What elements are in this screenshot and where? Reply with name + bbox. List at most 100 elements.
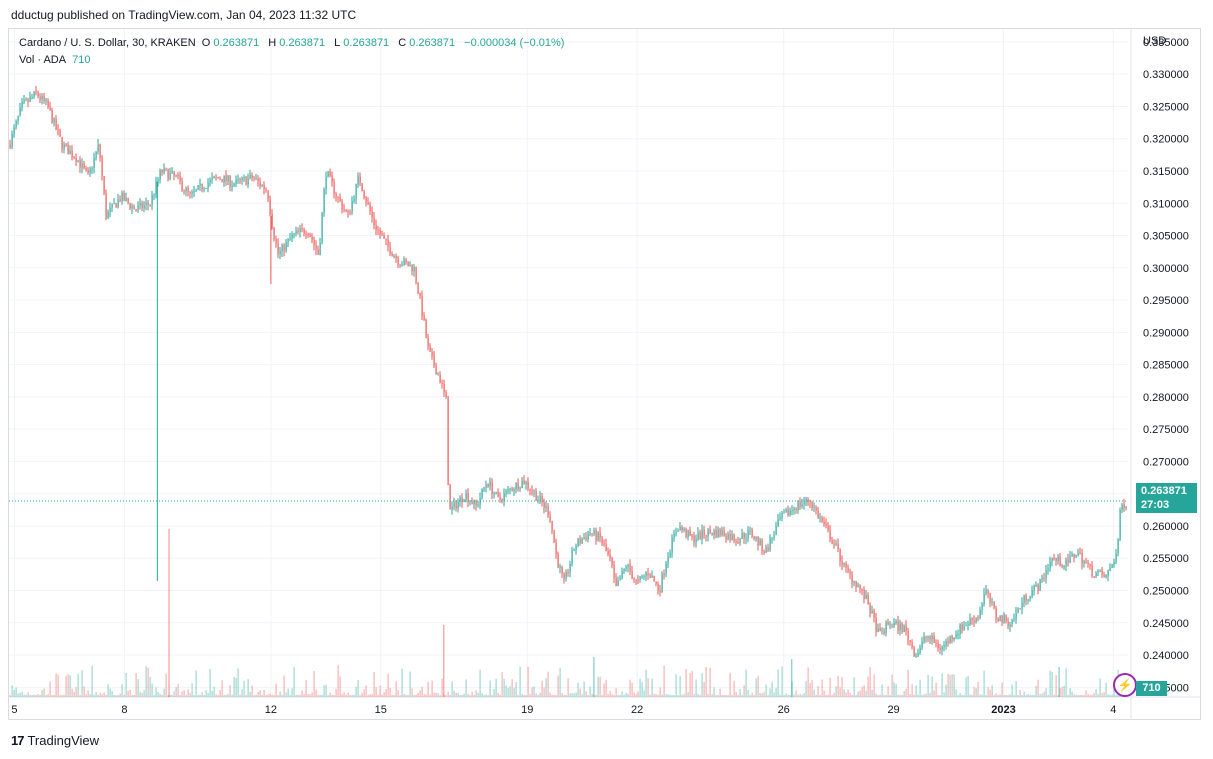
candle-body bbox=[285, 242, 287, 252]
candle-body bbox=[345, 209, 347, 212]
volume-bar bbox=[161, 694, 163, 697]
candle-body bbox=[233, 184, 235, 186]
volume-bar bbox=[1081, 694, 1083, 697]
volume-bar bbox=[1025, 694, 1027, 697]
candle-body bbox=[421, 296, 423, 317]
lightning-icon[interactable]: ⚡ bbox=[1113, 673, 1137, 697]
volume-bar bbox=[357, 679, 359, 697]
candle-body bbox=[711, 532, 713, 536]
volume-bar bbox=[499, 694, 501, 697]
candle-body bbox=[559, 566, 561, 568]
volume-bar bbox=[61, 694, 63, 697]
volume-bar bbox=[391, 694, 393, 697]
candle-body bbox=[99, 144, 101, 158]
volume-bar bbox=[685, 668, 687, 697]
candle-body bbox=[337, 197, 339, 199]
candle-body bbox=[491, 481, 493, 495]
volume-bar bbox=[949, 674, 951, 697]
candle-body bbox=[143, 205, 145, 209]
volume-bar bbox=[1049, 670, 1051, 697]
legend-symbol[interactable]: Cardano / U. S. Dollar, 30, KRAKEN bbox=[19, 37, 196, 49]
candle-body bbox=[697, 532, 699, 539]
volume-bar bbox=[147, 667, 149, 697]
candle-body bbox=[185, 187, 187, 192]
candle-body bbox=[953, 637, 955, 640]
candle-body bbox=[809, 501, 811, 503]
candle-body bbox=[33, 91, 35, 97]
candle-body bbox=[317, 249, 319, 255]
volume-bar bbox=[199, 694, 201, 697]
candle-body bbox=[1093, 576, 1095, 578]
volume-bar bbox=[91, 665, 93, 697]
volume-bar bbox=[303, 693, 305, 697]
volume-bar bbox=[993, 694, 995, 697]
candle-body bbox=[197, 185, 199, 190]
candle-body bbox=[1081, 552, 1083, 564]
candle-body bbox=[869, 604, 871, 614]
candle-body bbox=[965, 624, 967, 626]
volume-bar bbox=[1103, 692, 1105, 697]
volume-bar bbox=[31, 694, 33, 697]
volume-bar bbox=[995, 693, 997, 697]
candle-body bbox=[1091, 565, 1093, 577]
legend-volume-label[interactable]: Vol · ADA bbox=[19, 54, 67, 66]
volume-bar bbox=[561, 692, 563, 697]
y-tick-label: 0.270000 bbox=[1143, 456, 1189, 468]
volume-bar bbox=[563, 694, 565, 697]
candle-body bbox=[177, 175, 179, 177]
currency-label[interactable]: USD bbox=[1143, 35, 1167, 47]
candle-body bbox=[293, 233, 295, 235]
candle-body bbox=[373, 217, 375, 226]
candle-body bbox=[583, 537, 585, 540]
volume-bar bbox=[153, 694, 155, 697]
volume-bar bbox=[381, 694, 383, 697]
volume-bar bbox=[947, 673, 949, 697]
candle-body bbox=[249, 174, 251, 179]
volume-bar bbox=[457, 693, 459, 697]
candle-body bbox=[343, 209, 345, 211]
candle-body bbox=[685, 528, 687, 537]
candle-body bbox=[637, 579, 639, 581]
candle-body bbox=[455, 502, 457, 509]
candle-body bbox=[1035, 585, 1037, 587]
candle-body bbox=[1065, 559, 1067, 566]
volume-bar bbox=[169, 694, 171, 697]
candle-body bbox=[919, 647, 921, 654]
volume-bar bbox=[605, 679, 607, 697]
volume-bar bbox=[377, 694, 379, 697]
candle-body bbox=[447, 396, 449, 485]
volume-bar bbox=[667, 694, 669, 697]
volume-bar bbox=[415, 694, 417, 697]
candle-body bbox=[995, 608, 997, 619]
volume-bar bbox=[751, 692, 753, 697]
candle-body bbox=[1017, 608, 1019, 613]
candle-body bbox=[209, 179, 211, 183]
candle-body bbox=[783, 512, 785, 514]
candle-body bbox=[45, 100, 47, 102]
volume-bar bbox=[841, 677, 843, 697]
candle-body bbox=[507, 488, 509, 491]
volume-bar bbox=[637, 691, 639, 697]
candle-body bbox=[627, 564, 629, 567]
volume-bar bbox=[447, 691, 449, 697]
volume-bar bbox=[197, 694, 199, 697]
candle-body bbox=[191, 191, 193, 194]
candle-body bbox=[999, 615, 1001, 622]
candle-body bbox=[577, 538, 579, 546]
volume-bar bbox=[269, 693, 271, 697]
candle-body bbox=[391, 253, 393, 257]
volume-bar bbox=[205, 690, 207, 697]
candle-body bbox=[219, 178, 221, 180]
volume-bar bbox=[853, 677, 855, 697]
candle-body bbox=[983, 593, 985, 604]
volume-bar bbox=[13, 690, 15, 697]
candle-body bbox=[693, 535, 695, 543]
candle-body bbox=[489, 481, 491, 487]
candle-body bbox=[17, 115, 19, 121]
volume-bar bbox=[449, 694, 451, 697]
volume-bar bbox=[801, 694, 803, 697]
candle-body bbox=[747, 530, 749, 539]
volume-bar bbox=[375, 687, 377, 697]
volume-bar bbox=[721, 694, 723, 697]
